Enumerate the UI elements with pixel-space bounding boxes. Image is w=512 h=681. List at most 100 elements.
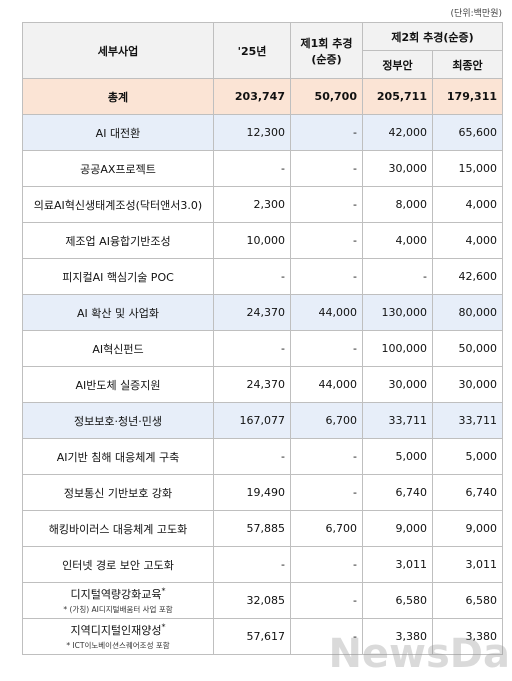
table-row: 피지컬AI 핵심기술 POC - - -42,600 [22,258,504,295]
amount-cell: 100,000 [362,330,433,367]
amount-cell: 24,370 [213,294,291,331]
amount-cell: 4,000 [431,222,504,259]
amount-cell: 19,490 [213,474,291,511]
table-row: 정보보호·청년·민생 167,077 6,700 33,711 33,711 [22,402,504,439]
amount-cell: - [290,546,363,583]
table-row: 지역디지털인재양성* * ICT이노베이션스퀘어조성 포함 57,617-3,380… [22,618,504,655]
row-name-cell: 제조업 AI융합기반조성 [22,222,214,259]
row-name: 제조업 AI융합기반조성 [65,234,171,248]
amount-cell: - [213,330,291,367]
amount-cell: 6,580 [362,582,433,619]
amount-cell: 9,000 [431,510,504,547]
amount-cell: - [290,438,363,475]
amount-cell: - [290,618,363,655]
amount-cell: 203,747 [213,78,291,115]
row-name: 의료AI혁신생태계조성(닥터앤서3.0) [33,198,203,212]
row-name-cell: 의료AI혁신생태계조성(닥터앤서3.0) [22,186,214,223]
row-name: 정보통신 기반보호 강화 [63,486,173,500]
row-name-cell: 피지컬AI 핵심기술 POC [22,258,214,295]
row-name-cell: AI 확산 및 사업화 [22,294,214,331]
table-row: AI 확산 및 사업화 24,370 44,000 130,000 80,000 [22,294,504,331]
amount-cell: - [290,114,363,151]
row-name: 정보보호·청년·민생 [74,414,162,428]
amount-cell: 8,000 [362,186,433,223]
amount-cell: 42,000 [362,114,433,151]
amount-cell: 5,000 [431,438,504,475]
watermark: NewsDa [328,631,510,677]
header-cell: 세부사업 [22,22,214,79]
amount-cell: 30,000 [431,366,504,403]
amount-cell: 50,000 [431,330,504,367]
amount-cell: 6,740 [431,474,504,511]
table-row: 정보통신 기반보호 강화 19,490-6,740 6,740 [22,474,504,511]
amount-cell: 65,600 [431,114,504,151]
amount-cell: 9,000 [362,510,433,547]
amount-cell: 4,000 [431,186,504,223]
amount-cell: 10,000 [213,222,291,259]
amount-cell: - [290,222,363,259]
table-row: 해킹바이러스 대응체계 고도화 57,885 6,700 9,000 9,000 [22,510,504,547]
row-name-cell: 정보통신 기반보호 강화 [22,474,214,511]
row-name-cell: 정보보호·청년·민생 [22,402,214,439]
amount-cell: 15,000 [431,150,504,187]
table-row: 총계 203,747 50,700 205,711 179,311 [22,78,504,115]
row-name-cell: 지역디지털인재양성* * ICT이노베이션스퀘어조성 포함 [22,618,214,655]
amount-cell: 3,380 [431,618,504,655]
row-name-cell: 공공AX프로젝트 [22,150,214,187]
row-name-cell: 총계 [22,78,214,115]
amount-cell: - [213,150,291,187]
amount-cell: 6,700 [290,510,363,547]
table-row: 디지털역량강화교육* * (가칭) AI디지털배움터 사업 포함 32,085-6,… [22,582,504,619]
row-note: * (가칭) AI디지털배움터 사업 포함 [63,605,173,614]
amount-cell: 32,085 [213,582,291,619]
table-row: AI기반 침해 대응체계 구축 - -5,000 5,000 [22,438,504,475]
amount-cell: 30,000 [362,366,433,403]
table-row: AI반도체 실증지원 24,370 44,000 30,000 30,000 [22,366,504,403]
header-cell: '25년 [213,22,291,79]
amount-cell: 42,600 [431,258,504,295]
row-name: 해킹바이러스 대응체계 고도화 [48,522,188,536]
header-cell: 제1회 추경 (순증) [290,22,363,79]
row-name-cell: AI기반 침해 대응체계 구축 [22,438,214,475]
row-name: 공공AX프로젝트 [80,162,156,176]
amount-cell: - [290,582,363,619]
row-name: 총계 [107,90,129,104]
row-name: 피지컬AI 핵심기술 POC [62,270,174,284]
row-name: AI 확산 및 사업화 [77,306,159,320]
amount-cell: 44,000 [290,294,363,331]
amount-cell: - [362,258,433,295]
row-name: 디지털역량강화교육 [70,588,162,601]
amount-cell: 6,740 [362,474,433,511]
amount-cell: - [290,258,363,295]
amount-cell: - [290,150,363,187]
header-cell: 정부안 [362,50,433,79]
footnote-mark: * [161,622,166,632]
amount-cell: 4,000 [362,222,433,259]
row-name-cell: AI 대전환 [22,114,214,151]
table-row: AI혁신펀드 - -100,000 50,000 [22,330,504,367]
amount-cell: 130,000 [362,294,433,331]
header-cell: 제2회 추경(순증) [361,22,504,51]
amount-cell: 3,380 [362,618,433,655]
row-name-cell: AI반도체 실증지원 [22,366,214,403]
amount-cell: 50,700 [290,78,363,115]
amount-cell: 80,000 [431,294,504,331]
row-name: AI 대전환 [95,126,141,140]
table-body: 총계 203,747 50,700 205,711 179,311 AI 대전환 12,30… [22,78,504,655]
row-name-cell: 디지털역량강화교육* * (가칭) AI디지털배움터 사업 포함 [22,582,214,619]
amount-cell: - [213,258,291,295]
row-name-cell: 인터넷 경로 보안 고도화 [22,546,214,583]
amount-cell: - [213,546,291,583]
row-name: AI기반 침해 대응체계 구축 [56,450,180,464]
amount-cell: - [290,186,363,223]
amount-cell: 33,711 [362,402,433,439]
amount-cell: 44,000 [290,366,363,403]
row-name: AI반도체 실증지원 [75,378,161,392]
amount-cell: - [213,438,291,475]
amount-cell: - [290,330,363,367]
row-name: AI혁신펀드 [92,342,144,356]
header-text: (순증) [311,52,342,66]
amount-cell: 33,711 [431,402,504,439]
amount-cell: 30,000 [362,150,433,187]
amount-cell: 24,370 [213,366,291,403]
